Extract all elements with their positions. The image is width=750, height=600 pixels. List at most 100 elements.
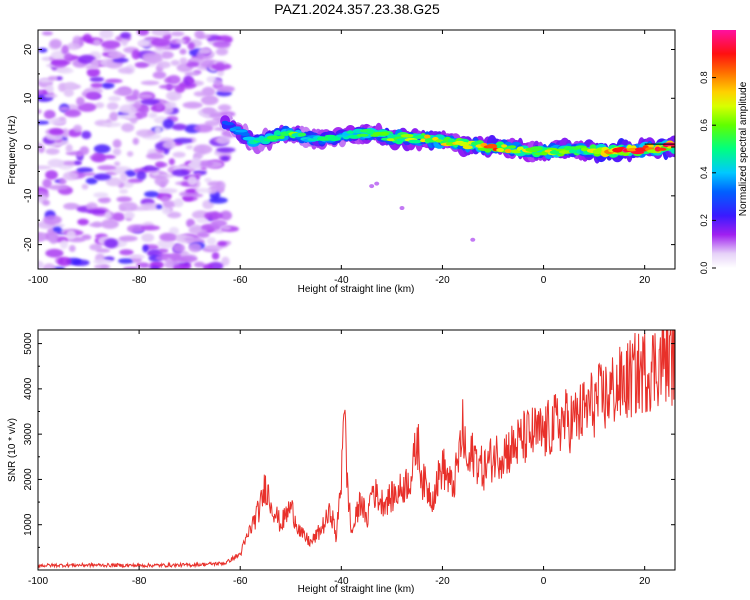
noise-blob bbox=[141, 166, 160, 171]
noise-blob bbox=[95, 248, 111, 253]
noise-blob bbox=[196, 232, 210, 238]
noise-blob bbox=[42, 263, 56, 269]
noise-blob bbox=[104, 78, 123, 84]
noise-blob bbox=[166, 211, 182, 219]
spectrogram-y-ticks: -20 -10 0 10 20 bbox=[23, 44, 675, 270]
stray-speck bbox=[470, 237, 476, 242]
noise-blob bbox=[151, 30, 171, 37]
noise-blob bbox=[204, 211, 223, 220]
noise-blob bbox=[131, 49, 141, 60]
spectrogram-frame bbox=[37, 29, 676, 270]
noise-blob bbox=[97, 165, 117, 171]
noise-blob bbox=[221, 256, 230, 266]
snr-y-ticks: 1000 2000 3000 4000 5000 bbox=[23, 332, 675, 548]
noise-blob bbox=[82, 33, 92, 43]
stray-speck bbox=[399, 206, 405, 211]
noise-blob bbox=[112, 57, 129, 63]
noise-blob bbox=[184, 71, 199, 76]
noise-blob bbox=[76, 167, 94, 174]
noise-blob bbox=[194, 188, 212, 193]
noise-blob bbox=[104, 211, 112, 220]
noise-blob bbox=[173, 264, 185, 269]
noise-blob bbox=[42, 199, 50, 206]
y-tick-label: 1000 bbox=[23, 513, 34, 536]
noise-blob bbox=[187, 175, 198, 186]
noise-blob bbox=[184, 237, 202, 242]
ridge-blob bbox=[356, 133, 369, 137]
noise-blob bbox=[105, 177, 122, 187]
noise-blob bbox=[216, 135, 231, 145]
y-tick-label: 2000 bbox=[23, 468, 34, 491]
noise-blob bbox=[205, 244, 223, 251]
noise-blob bbox=[185, 144, 193, 150]
y-tick-label: 0 bbox=[23, 144, 34, 150]
noise-blob bbox=[109, 111, 119, 122]
snr-frame bbox=[37, 329, 676, 571]
noise-blob bbox=[118, 201, 138, 212]
noise-blob bbox=[45, 148, 60, 155]
ridge-blob bbox=[224, 122, 234, 126]
noise-blob bbox=[191, 157, 201, 168]
x-tick-label: -80 bbox=[132, 275, 147, 286]
noise-blob bbox=[158, 84, 178, 90]
x-tick-label: 0 bbox=[541, 275, 547, 286]
noise-blob bbox=[93, 259, 112, 265]
noise-blob bbox=[41, 31, 54, 36]
noise-blob bbox=[61, 44, 69, 55]
noise-blob bbox=[62, 171, 79, 181]
ridge-blob bbox=[413, 135, 426, 139]
colorbar-tick-label: 0.6 bbox=[699, 119, 709, 132]
noise-blob bbox=[221, 225, 232, 231]
noise-blob bbox=[72, 35, 82, 43]
noise-blob bbox=[217, 104, 232, 112]
noise-blob bbox=[118, 235, 138, 242]
noise-blob bbox=[136, 262, 149, 268]
ridge-blob bbox=[462, 145, 473, 150]
ridge-blob bbox=[420, 138, 427, 143]
stray-speck bbox=[369, 184, 375, 189]
noise-blob bbox=[217, 240, 227, 247]
noise-blob bbox=[170, 59, 180, 66]
noise-blob bbox=[206, 237, 217, 245]
noise-blob bbox=[66, 229, 76, 240]
noise-blob bbox=[94, 263, 111, 269]
ridge-blob bbox=[400, 134, 414, 138]
x-tick-label: -20 bbox=[435, 576, 450, 587]
noise-blob bbox=[64, 53, 73, 62]
ridge-blob bbox=[424, 134, 431, 139]
noise-blob bbox=[93, 173, 112, 181]
noise-blob bbox=[139, 104, 150, 114]
snr-series-line bbox=[38, 330, 675, 569]
noise-blob bbox=[171, 169, 190, 177]
ridge-blob bbox=[486, 143, 498, 149]
noise-blob bbox=[100, 219, 119, 229]
noise-blob bbox=[220, 156, 230, 161]
noise-blob bbox=[81, 130, 92, 140]
noise-blob bbox=[140, 98, 160, 106]
noise-blob bbox=[47, 158, 64, 168]
noise-blob bbox=[117, 114, 137, 119]
noise-blob bbox=[193, 144, 213, 155]
noise-blob bbox=[159, 232, 177, 242]
noise-blob bbox=[49, 38, 62, 49]
spectrogram-x-ticks: -100 -80 -60 -40 -20 0 20 bbox=[28, 30, 651, 286]
noise-blob bbox=[121, 123, 135, 133]
noise-blob bbox=[120, 32, 132, 39]
colorbar-tick-label: 0.8 bbox=[699, 71, 709, 84]
noise-blob bbox=[45, 248, 64, 258]
noise-blob bbox=[172, 243, 186, 253]
noise-blob bbox=[124, 170, 137, 177]
noise-blob bbox=[85, 92, 100, 100]
noise-blob bbox=[132, 137, 139, 145]
ridge-blob bbox=[278, 135, 285, 140]
noise-blob bbox=[144, 191, 159, 198]
noise-blob bbox=[126, 151, 134, 157]
noise-blob bbox=[73, 124, 82, 133]
noise-blob bbox=[53, 226, 62, 232]
noise-blob bbox=[136, 30, 150, 36]
noise-blob bbox=[59, 106, 70, 112]
noise-blob bbox=[164, 101, 177, 109]
noise-blob bbox=[157, 61, 171, 69]
spectrogram-signal-ridge bbox=[219, 112, 675, 242]
